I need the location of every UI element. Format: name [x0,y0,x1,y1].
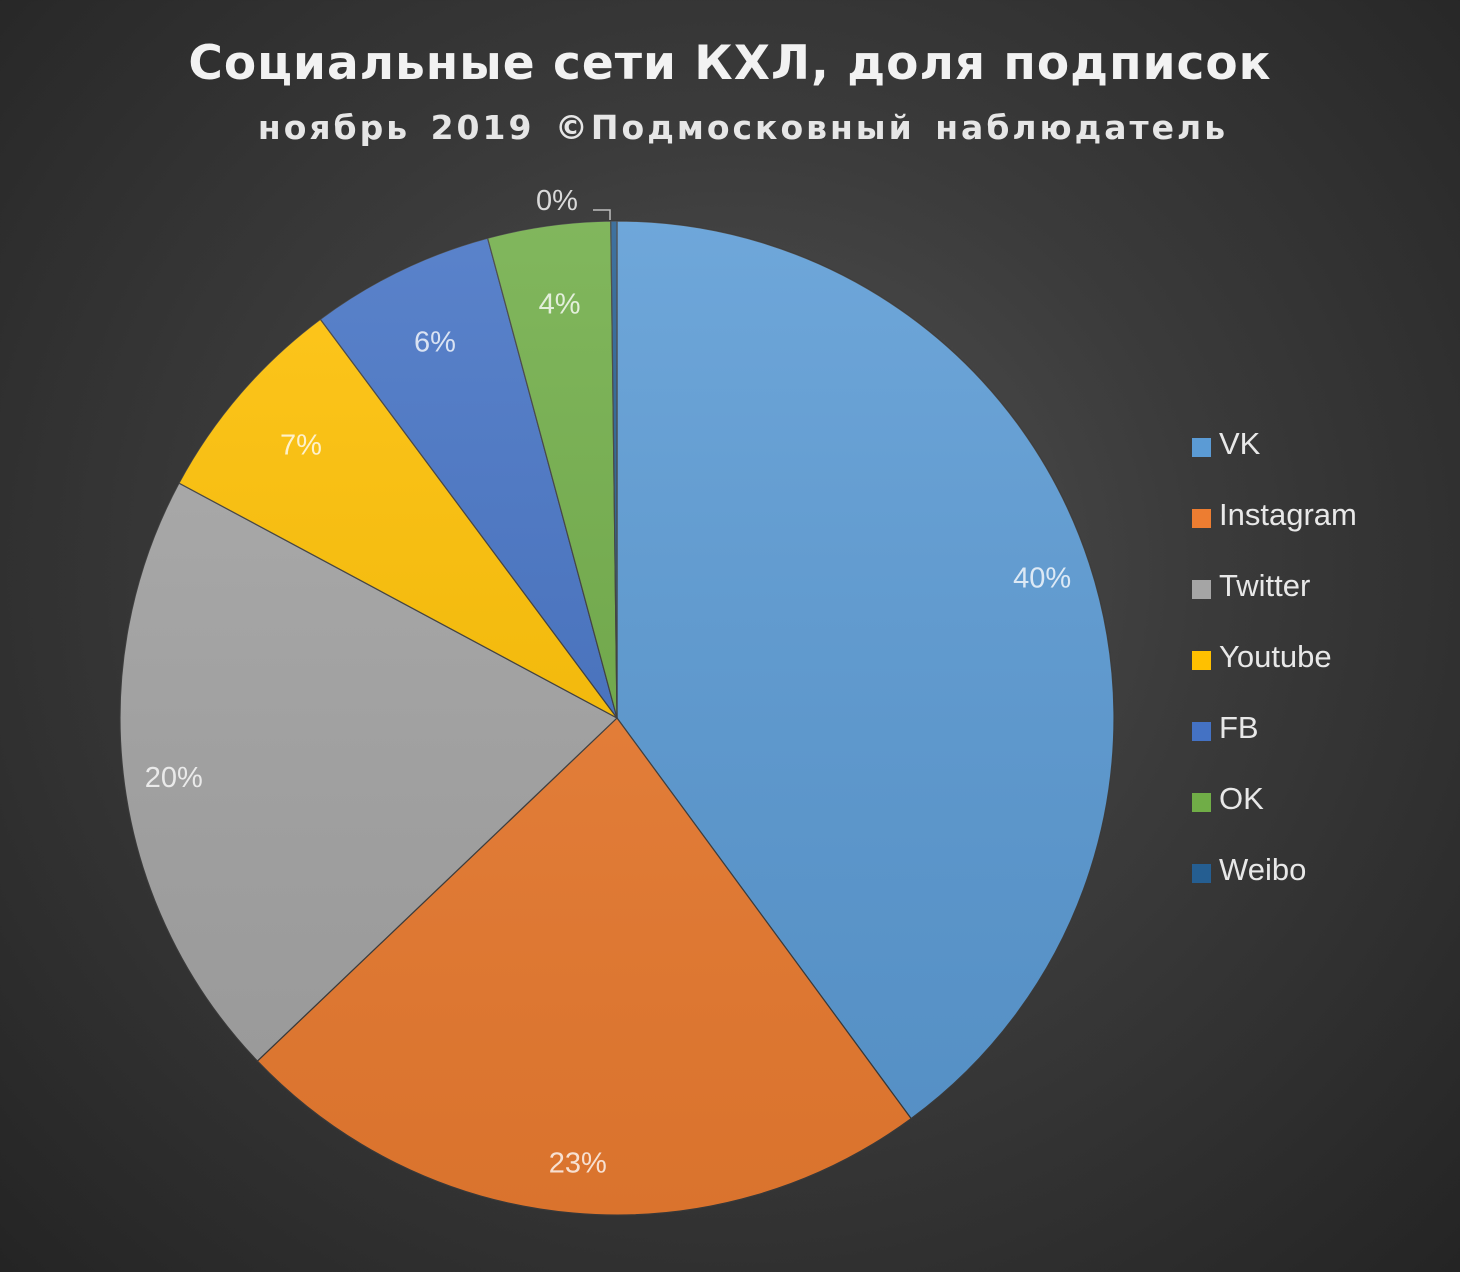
data-label-twitter: 20% [145,762,203,794]
leader-line-weibo [593,209,611,220]
legend-swatch [1192,509,1211,528]
legend-item-fb: FB [1192,708,1357,779]
data-label-instagram: 23% [549,1148,607,1180]
legend-item-vk: VK [1192,424,1357,495]
data-label-youtube: 7% [280,429,322,461]
chart-title: Социальные сети КХЛ, доля подписок [188,36,1272,91]
legend-label: Twitter [1219,568,1311,603]
legend-item-ok: OK [1192,779,1357,850]
legend-swatch [1192,793,1211,812]
legend-label: VK [1219,426,1261,461]
legend-swatch [1192,722,1211,741]
legend-item-twitter: Twitter [1192,566,1357,637]
legend-swatch [1192,651,1211,670]
legend-item-weibo: Weibo [1192,850,1357,921]
legend-label: FB [1219,710,1259,745]
legend-label: OK [1219,781,1264,816]
data-label-vk: 40% [1013,563,1071,595]
legend-swatch [1192,438,1211,457]
legend-label: Instagram [1219,497,1357,532]
legend: VK Instagram Twitter Youtube FB OK Weibo [1192,424,1357,921]
legend-swatch [1192,580,1211,599]
data-label-weibo: 0% [536,185,578,217]
chart-subtitle: ноябрь 2019 ©Подмосковный наблюдатель [257,108,1229,147]
legend-swatch [1192,864,1211,883]
legend-item-youtube: Youtube [1192,637,1357,708]
legend-item-instagram: Instagram [1192,495,1357,566]
legend-label: Weibo [1219,852,1307,887]
data-label-ok: 4% [539,289,581,321]
legend-label: Youtube [1219,639,1332,674]
data-label-fb: 6% [414,326,456,358]
